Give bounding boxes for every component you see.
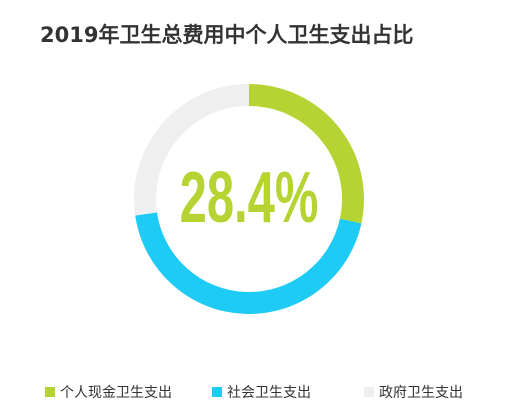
- donut-segment: [135, 212, 362, 314]
- donut-segment: [249, 84, 364, 224]
- legend-text: 社会卫生支出: [227, 385, 311, 401]
- donut-segment: [133, 84, 249, 216]
- legend-text: 政府卫生支出: [379, 385, 463, 401]
- center-label: 28.4%: [180, 158, 319, 239]
- chart-title: 2019年卫生总费用中个人卫生支出占比: [40, 23, 413, 47]
- legend-swatch: [212, 387, 222, 397]
- legend-swatch: [45, 387, 55, 397]
- center-label-group: 28.4%: [180, 158, 319, 239]
- legend-text: 个人现金卫生支出: [60, 385, 172, 401]
- legend-swatch: [364, 387, 374, 397]
